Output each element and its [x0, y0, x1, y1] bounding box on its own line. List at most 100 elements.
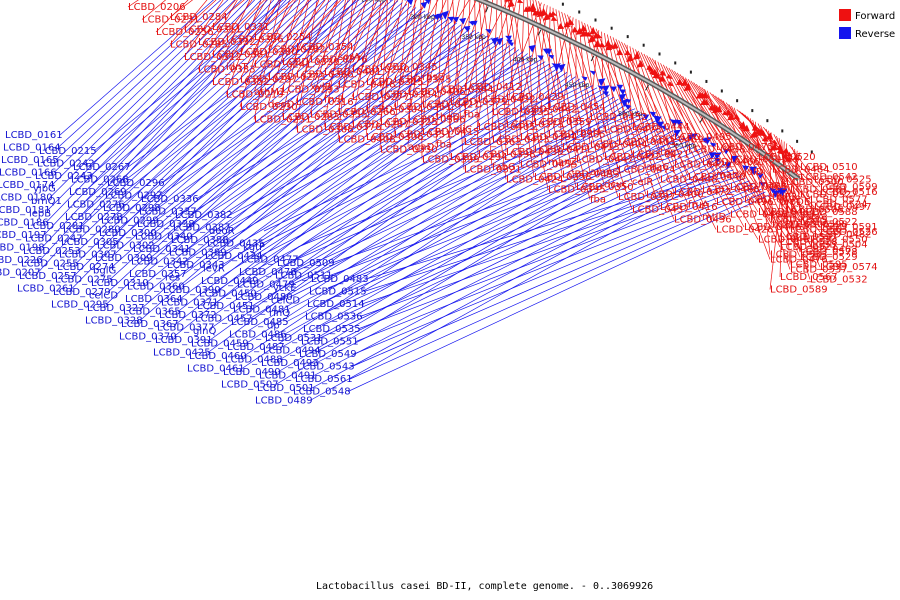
- forward-gene-label: LCBD_0492: [744, 195, 802, 206]
- reverse-gene-label: LCBD_0483: [311, 274, 369, 285]
- tick-mark: [645, 84, 649, 91]
- forward-gene-label: LCBD_0427: [422, 100, 480, 111]
- feature-arrows: [389, 0, 813, 199]
- forward-gene-label: rbsC: [422, 72, 445, 83]
- reverse-gene-label: LCBD_0391: [155, 335, 213, 346]
- reverse-gene-label: LCBD_0460: [189, 351, 247, 362]
- forward-gene-label: LCBD_0589: [770, 285, 828, 296]
- forward-gene-label: LCBD_0294: [450, 152, 508, 163]
- reverse-gene-label: LCBD_0341: [133, 244, 191, 255]
- label-connector: [379, 0, 417, 95]
- reverse-gene-label: LCBD_0371: [161, 298, 219, 309]
- forward-feature-arrow: [632, 51, 641, 60]
- label-connector: [323, 0, 359, 100]
- reverse-gene-label: LCBD_0340: [135, 232, 193, 243]
- forward-gene-label: LCBD_0285: [170, 40, 228, 51]
- label-connector: [662, 64, 717, 175]
- label-connector: [532, 0, 563, 175]
- forward-feature-arrow: [504, 0, 512, 2]
- forward-feature-arrow: [626, 53, 634, 63]
- forward-gene-label: xylB: [310, 82, 332, 93]
- reverse-gene-label: LCBD_0382: [175, 210, 233, 221]
- reverse-gene-label: LCBD_0268: [71, 175, 129, 186]
- feature-marker: [610, 26, 613, 30]
- reverse-feature-arrow: [618, 93, 627, 102]
- reverse-gene-label: LCBD_0198: [0, 243, 45, 254]
- label-connector: [281, 0, 326, 63]
- reverse-gene-label: LCBD_0281: [27, 221, 85, 232]
- label-connector: [637, 50, 689, 178]
- forward-gene-label: LCBD_0315: [366, 77, 424, 88]
- label-connector: [779, 152, 801, 238]
- forward-gene-label: LCBD_0448: [660, 175, 718, 186]
- label-connector: [676, 72, 787, 238]
- forward-gene-label: deoD: [268, 100, 295, 111]
- forward-feature-arrow: [715, 105, 723, 113]
- reverse-feature-arrow: [780, 188, 788, 197]
- reverse-feature-arrow: [724, 162, 732, 170]
- label-connector: [533, 5, 548, 123]
- label-connector: [139, 29, 475, 321]
- forward-gene-label: LCBD_0474: [618, 165, 676, 176]
- reverse-feature-arrow: [649, 111, 657, 117]
- forward-gene-label: LCBD_0447: [576, 155, 634, 166]
- label-connector: [211, 74, 572, 328]
- reverse-gene-label: LCBD_0367: [121, 319, 179, 330]
- reverse-gene-label: LCBD_0390: [163, 285, 221, 296]
- label-connector: [311, 164, 726, 389]
- label-connector: [193, 33, 484, 212]
- reverse-gene-label: LCBD_0280: [63, 225, 121, 236]
- label-connector: [760, 125, 811, 280]
- label-connector: [127, 0, 360, 168]
- label-connector: [261, 82, 589, 244]
- label-connector: [353, 186, 758, 355]
- reverse-feature-arrow: [602, 91, 609, 97]
- reverse-feature-arrow: [654, 116, 662, 125]
- forward-feature-arrow: [616, 49, 624, 56]
- reverse-feature-arrow: [463, 25, 471, 33]
- label-connector: [297, 108, 636, 248]
- reverse-gene-label: LCBD_0279: [53, 287, 111, 298]
- label-connector: [351, 0, 375, 125]
- label-connector: [225, 0, 262, 95]
- label-connector: [769, 132, 772, 215]
- forward-gene-label: LCBD_0418: [338, 80, 396, 91]
- forward-gene-label: LCBD_0316: [296, 97, 354, 108]
- forward-gene-label: LCBD_0421: [632, 150, 690, 161]
- forward-gene-label: LCBD_0432: [478, 95, 536, 106]
- tick-label: 400 kbp: [513, 57, 538, 64]
- forward-feature-arrow: [507, 0, 515, 8]
- label-connector: [706, 90, 771, 260]
- label-connector: [215, 69, 563, 303]
- label-connector: [285, 122, 661, 323]
- forward-gene-label: rihA: [562, 115, 582, 126]
- forward-gene-label: LCBD_0395: [548, 185, 606, 196]
- forward-gene-label: LCBD_0525: [814, 175, 872, 186]
- forward-gene-label: LCBD_0519: [770, 215, 828, 226]
- forward-feature-arrow: [701, 91, 709, 99]
- forward-gene-label: LCBD_0581: [790, 185, 848, 196]
- reverse-feature-arrow: [436, 13, 443, 20]
- forward-feature-arrow: [563, 20, 571, 28]
- forward-gene-label: LCBD_0306: [366, 132, 424, 143]
- forward-gene-label: loID: [744, 167, 764, 178]
- reverse-gene-label: LCBD_0549: [299, 349, 357, 360]
- forward-feature-arrow: [611, 41, 619, 50]
- label-connector: [141, 28, 471, 309]
- forward-feature-arrow: [785, 156, 793, 162]
- forward-gene-label: LCBD_0573: [770, 210, 828, 221]
- label-connector: [223, 61, 546, 253]
- label-connector: [49, 0, 249, 198]
- forward-feature-arrow: [782, 147, 790, 154]
- reverse-feature-arrow: [642, 114, 650, 121]
- label-connector: [723, 100, 771, 220]
- forward-feature-arrow: [759, 130, 767, 137]
- forward-feature-arrow: [765, 132, 774, 140]
- forward-gene-label: LCBD_0598: [790, 220, 848, 231]
- reverse-gene-label: LCBD_0481: [233, 305, 291, 316]
- label-connector: [251, 94, 610, 307]
- reverse-gene-label: LCBD_0299: [101, 216, 159, 227]
- label-connector: [243, 103, 627, 357]
- forward-gene-label: LCBD_0510: [800, 162, 858, 173]
